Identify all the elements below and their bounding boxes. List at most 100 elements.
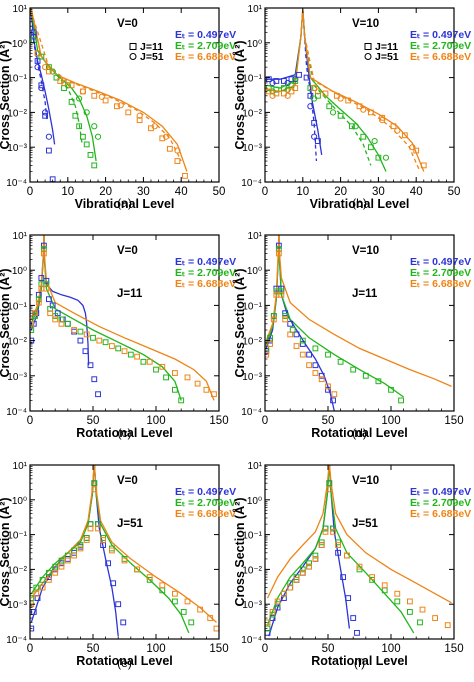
x-tick-label: 50	[87, 415, 100, 427]
panel-caption: (a)	[117, 196, 132, 210]
data-point	[77, 337, 84, 344]
plot-area	[265, 235, 452, 411]
data-point	[30, 625, 35, 632]
data-point	[288, 88, 295, 95]
legend-energy: Eₜ = 0.497eV	[410, 486, 471, 498]
data-point	[312, 552, 319, 559]
data-point	[318, 372, 325, 379]
plot-area	[30, 8, 188, 182]
data-point	[102, 97, 109, 104]
data-point	[394, 127, 401, 134]
x-tick-label: 0	[262, 186, 268, 198]
series-line	[30, 8, 97, 162]
data-point	[335, 542, 341, 548]
legend-energy: Eₜ = 2.709eV	[175, 40, 236, 52]
data-point	[77, 543, 84, 550]
data-point	[40, 250, 47, 257]
data-point	[269, 79, 276, 87]
data-point	[46, 569, 52, 576]
data-point	[87, 362, 94, 369]
x-tick-label: 40	[410, 186, 423, 198]
x-tick-label: 50	[87, 643, 100, 655]
data-point	[35, 299, 42, 306]
data-point	[90, 334, 96, 341]
series-line	[30, 235, 182, 401]
data-point	[270, 313, 277, 319]
data-point	[299, 569, 306, 576]
data-point	[379, 117, 386, 124]
data-point	[267, 334, 273, 341]
data-point	[306, 351, 313, 358]
y-tick-label: 10⁰	[247, 496, 262, 507]
data-point	[159, 363, 166, 370]
data-point	[58, 557, 65, 564]
data-point	[326, 103, 333, 110]
data-point	[91, 376, 98, 383]
x-tick-label: 0	[262, 415, 268, 427]
x-tick-label: 50	[322, 643, 335, 655]
data-point	[269, 609, 276, 615]
data-point	[35, 296, 42, 303]
data-point	[311, 119, 318, 126]
legend-energy: Eₜ = 6.688eV	[410, 508, 471, 520]
data-point	[213, 625, 219, 632]
data-point	[95, 525, 101, 532]
y-axis-title: Cross Section (Å²)	[0, 497, 12, 606]
data-point	[307, 85, 314, 91]
data-point	[46, 147, 52, 154]
panel-a: 0 10 20 30 40 50 10⁻⁴ 10⁻³ 10⁻² 10⁻¹ 10⁰ 10¹ Vibrati…	[0, 4, 236, 211]
v-label: V=10	[352, 18, 379, 30]
data-point	[269, 615, 276, 621]
data-point	[306, 362, 313, 369]
data-point	[278, 288, 285, 295]
data-point	[312, 345, 319, 352]
y-tick-label: 10¹	[248, 4, 263, 15]
legend-energy: Eₜ = 6.688eV	[175, 51, 236, 63]
v-label: V=10	[352, 245, 379, 257]
panel-caption: (b)	[352, 196, 367, 210]
data-point	[109, 343, 115, 349]
data-point	[352, 123, 359, 130]
data-point	[159, 135, 166, 142]
data-point	[299, 341, 306, 347]
data-point	[71, 552, 77, 559]
data-point	[136, 117, 143, 124]
data-point	[114, 103, 120, 110]
legend-energy: Eₜ = 6.688eV	[410, 278, 471, 290]
v-label: V=0	[117, 475, 138, 487]
data-point	[375, 154, 382, 161]
data-point	[335, 549, 341, 556]
legend-energy: Eₜ = 6.688eV	[410, 51, 471, 63]
data-point	[275, 250, 282, 257]
data-point	[58, 320, 65, 327]
panel-c: 0 50 100 150 10⁻⁴ 10⁻³ 10⁻² 10⁻¹ 10⁰ 10¹ Rotationa…	[0, 231, 236, 440]
data-point	[407, 598, 413, 605]
data-point	[95, 391, 101, 398]
series-line	[265, 235, 452, 387]
y-tick-label: 10¹	[248, 231, 263, 242]
v-label: V=0	[117, 245, 138, 257]
data-point	[33, 584, 40, 591]
j-label: J=11	[117, 288, 143, 300]
y-tick-label: 10⁻²	[7, 565, 27, 576]
data-point	[64, 320, 71, 327]
x-tick-label: 100	[146, 415, 165, 427]
data-point	[288, 76, 295, 83]
v-label: V=10	[352, 475, 379, 487]
data-point	[281, 590, 287, 597]
data-point	[344, 552, 350, 559]
data-point	[203, 386, 210, 393]
legend-marker	[129, 53, 137, 60]
legend-energy: Eₜ = 2.709eV	[175, 497, 236, 509]
data-point	[296, 71, 302, 78]
data-point	[350, 615, 357, 621]
plot-area	[265, 9, 427, 172]
data-point	[121, 348, 128, 355]
data-point	[306, 560, 313, 567]
x-tick-label: 150	[209, 415, 228, 427]
data-point	[110, 580, 117, 587]
data-point	[77, 328, 84, 335]
legend-marker-label: J=51	[375, 51, 399, 63]
data-point	[274, 598, 281, 605]
x-tick-label: 30	[372, 186, 385, 198]
